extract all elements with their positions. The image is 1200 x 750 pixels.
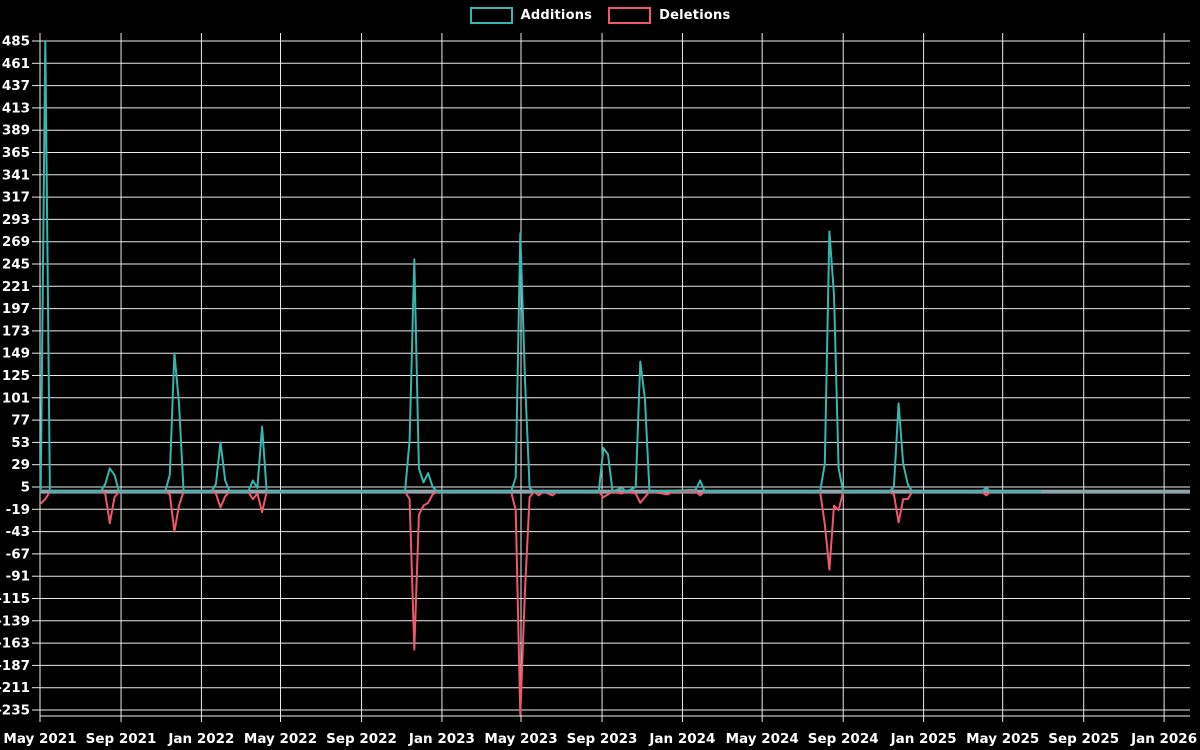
y-tick-label: 149 xyxy=(2,346,30,362)
y-tick-label: 317 xyxy=(2,190,30,206)
y-tick-label: -67 xyxy=(6,546,30,562)
x-tick-label: Jan 2026 xyxy=(1130,731,1197,747)
y-tick-label: 53 xyxy=(11,435,30,451)
y-tick-label: 269 xyxy=(2,234,30,250)
y-tick-label: -235 xyxy=(0,703,30,719)
y-tick-label: -211 xyxy=(0,680,30,696)
y-tick-label: 5 xyxy=(21,480,30,496)
y-tick-label: 461 xyxy=(2,56,30,72)
y-tick-label: 293 xyxy=(2,212,30,228)
y-tick-label: -163 xyxy=(0,636,30,652)
y-tick-label: 29 xyxy=(11,457,30,473)
y-tick-label: 77 xyxy=(11,413,30,429)
x-tick-label: Jan 2024 xyxy=(648,731,715,747)
y-tick-label: 101 xyxy=(2,390,30,406)
x-tick-label: Sep 2024 xyxy=(808,731,879,747)
additions-line xyxy=(39,40,1042,493)
deletions-line xyxy=(39,490,1042,716)
x-tick-label: Sep 2022 xyxy=(326,731,397,747)
y-tick-label: -91 xyxy=(6,569,30,585)
y-tick-label: 245 xyxy=(2,257,30,273)
x-tick-label: Sep 2023 xyxy=(567,731,638,747)
grid-lines xyxy=(32,33,1190,722)
y-tick-label: 221 xyxy=(2,279,30,295)
y-tick-label: -19 xyxy=(6,502,30,518)
y-tick-label: 365 xyxy=(2,145,30,161)
y-tick-label: 341 xyxy=(2,167,30,183)
x-tick-label: May 2023 xyxy=(484,731,557,747)
y-tick-label: 413 xyxy=(2,100,30,116)
y-tick-label: -115 xyxy=(0,591,30,607)
x-tick-label: May 2024 xyxy=(726,731,799,747)
x-tick-label: May 2021 xyxy=(3,731,76,747)
x-tick-label: Sep 2025 xyxy=(1048,731,1119,747)
y-tick-label: 197 xyxy=(2,301,30,317)
x-tick-label: May 2025 xyxy=(966,731,1039,747)
x-tick-label: Sep 2021 xyxy=(86,731,157,747)
y-tick-label: 485 xyxy=(2,34,30,50)
y-tick-label: 173 xyxy=(2,323,30,339)
y-tick-label: 389 xyxy=(2,123,30,139)
y-tick-label: -43 xyxy=(6,524,30,540)
y-tick-label: -139 xyxy=(0,613,30,629)
y-tick-label: -187 xyxy=(0,658,30,674)
y-tick-label: 125 xyxy=(2,368,30,384)
x-tick-label: Jan 2022 xyxy=(167,731,234,747)
y-tick-label: 437 xyxy=(2,78,30,94)
axis-labels: 485 461 437 413 389 365 341 317 293 269 245 221 197 1… xyxy=(0,34,1197,748)
x-tick-label: Jan 2025 xyxy=(890,731,957,747)
x-tick-label: Jan 2023 xyxy=(408,731,475,747)
x-tick-label: May 2022 xyxy=(244,731,317,747)
